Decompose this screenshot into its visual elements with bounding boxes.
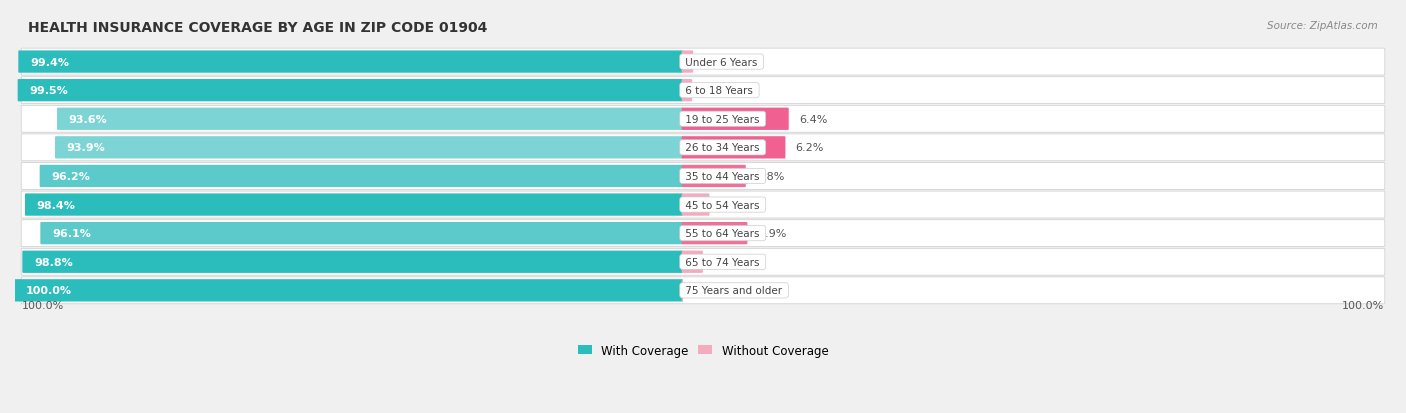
FancyBboxPatch shape bbox=[21, 49, 1385, 76]
FancyBboxPatch shape bbox=[58, 108, 683, 131]
FancyBboxPatch shape bbox=[682, 223, 748, 245]
Text: 100.0%: 100.0% bbox=[1341, 301, 1384, 311]
Text: 100.0%: 100.0% bbox=[22, 301, 65, 311]
FancyBboxPatch shape bbox=[14, 280, 683, 302]
Text: 6 to 18 Years: 6 to 18 Years bbox=[682, 86, 756, 96]
Text: 99.5%: 99.5% bbox=[30, 86, 67, 96]
Text: 99.4%: 99.4% bbox=[30, 57, 69, 67]
Text: 0.61%: 0.61% bbox=[703, 57, 738, 67]
Text: 93.9%: 93.9% bbox=[66, 143, 105, 153]
FancyBboxPatch shape bbox=[55, 137, 683, 159]
Text: 98.8%: 98.8% bbox=[34, 257, 73, 267]
Text: Source: ZipAtlas.com: Source: ZipAtlas.com bbox=[1267, 21, 1378, 31]
FancyBboxPatch shape bbox=[21, 78, 1385, 104]
Legend: With Coverage, Without Coverage: With Coverage, Without Coverage bbox=[572, 339, 834, 362]
Text: 96.1%: 96.1% bbox=[52, 229, 91, 239]
FancyBboxPatch shape bbox=[21, 163, 1385, 190]
Text: Under 6 Years: Under 6 Years bbox=[682, 57, 761, 67]
Text: 93.6%: 93.6% bbox=[69, 114, 107, 124]
Text: 0.55%: 0.55% bbox=[703, 86, 738, 96]
Text: 3.9%: 3.9% bbox=[758, 229, 786, 239]
FancyBboxPatch shape bbox=[21, 135, 1385, 161]
Text: 100.0%: 100.0% bbox=[25, 286, 72, 296]
FancyBboxPatch shape bbox=[21, 220, 1385, 247]
Text: 3.8%: 3.8% bbox=[756, 171, 785, 182]
Text: 75 Years and older: 75 Years and older bbox=[682, 286, 786, 296]
FancyBboxPatch shape bbox=[18, 80, 683, 102]
Text: 19 to 25 Years: 19 to 25 Years bbox=[682, 114, 763, 124]
Text: 98.4%: 98.4% bbox=[37, 200, 76, 210]
FancyBboxPatch shape bbox=[41, 223, 683, 245]
FancyBboxPatch shape bbox=[682, 137, 786, 159]
Text: 26 to 34 Years: 26 to 34 Years bbox=[682, 143, 763, 153]
Text: HEALTH INSURANCE COVERAGE BY AGE IN ZIP CODE 01904: HEALTH INSURANCE COVERAGE BY AGE IN ZIP … bbox=[28, 21, 488, 35]
FancyBboxPatch shape bbox=[21, 277, 1385, 304]
FancyBboxPatch shape bbox=[682, 108, 789, 131]
FancyBboxPatch shape bbox=[22, 251, 683, 273]
FancyBboxPatch shape bbox=[682, 251, 703, 273]
FancyBboxPatch shape bbox=[21, 192, 1385, 218]
Text: 65 to 74 Years: 65 to 74 Years bbox=[682, 257, 763, 267]
Text: 1.6%: 1.6% bbox=[720, 200, 748, 210]
FancyBboxPatch shape bbox=[682, 194, 710, 216]
Text: 35 to 44 Years: 35 to 44 Years bbox=[682, 171, 763, 182]
FancyBboxPatch shape bbox=[21, 249, 1385, 275]
FancyBboxPatch shape bbox=[682, 165, 745, 188]
Text: 1.2%: 1.2% bbox=[713, 257, 741, 267]
Text: 96.2%: 96.2% bbox=[52, 171, 90, 182]
Text: 55 to 64 Years: 55 to 64 Years bbox=[682, 229, 763, 239]
FancyBboxPatch shape bbox=[682, 51, 693, 74]
FancyBboxPatch shape bbox=[18, 51, 683, 74]
Text: 0.0%: 0.0% bbox=[693, 286, 721, 296]
Text: 6.4%: 6.4% bbox=[799, 114, 827, 124]
Text: 6.2%: 6.2% bbox=[796, 143, 824, 153]
FancyBboxPatch shape bbox=[682, 80, 692, 102]
FancyBboxPatch shape bbox=[21, 106, 1385, 133]
FancyBboxPatch shape bbox=[25, 194, 683, 216]
Text: 45 to 54 Years: 45 to 54 Years bbox=[682, 200, 763, 210]
FancyBboxPatch shape bbox=[39, 165, 683, 188]
